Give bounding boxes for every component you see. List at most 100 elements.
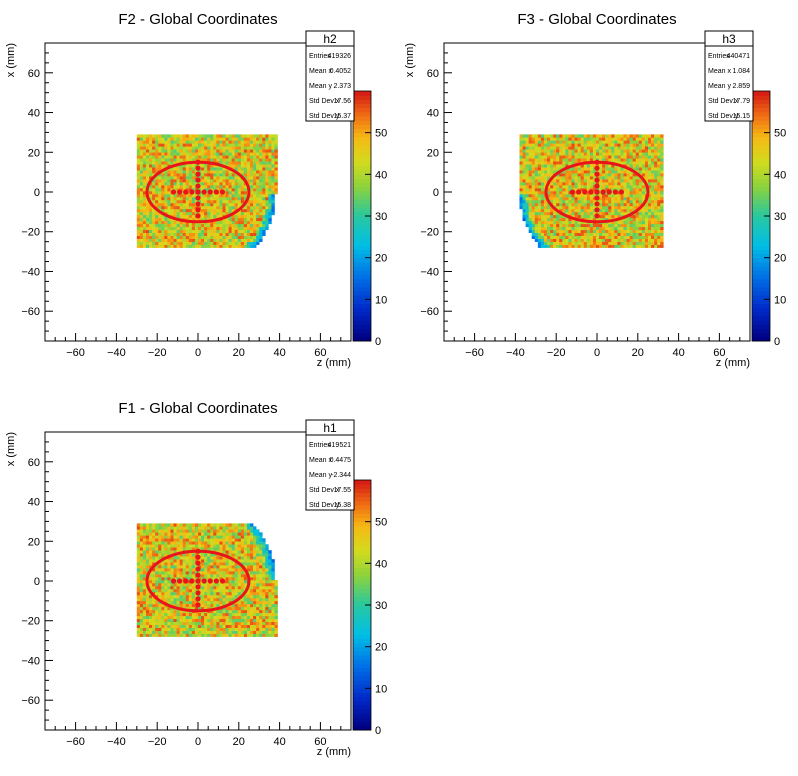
colorbar-cell <box>353 224 371 229</box>
colorbar-cell <box>353 692 371 698</box>
chart-title: F2 - Global Coordinates <box>118 11 277 28</box>
colorbar-cell <box>353 696 371 702</box>
colorbar-cell <box>752 191 770 196</box>
colorbar-cell <box>752 278 770 284</box>
colorbar-cell <box>752 295 770 300</box>
cross-dot <box>612 189 618 195</box>
y-axis-label: x (mm) <box>404 43 416 77</box>
stats-name: h3 <box>722 32 736 46</box>
colorbar-cell <box>752 145 770 150</box>
cross-dot <box>195 195 201 201</box>
stats-value: 15.38 <box>333 502 351 509</box>
colorbar-cell <box>353 316 371 321</box>
stats-value: 2.373 <box>333 83 351 90</box>
cross-dot <box>177 189 183 195</box>
y-tick-label: 60 <box>28 457 40 469</box>
colorbar-cell <box>353 525 371 531</box>
stats-value: 15.37 <box>333 113 351 120</box>
colorbar-cell <box>353 195 371 200</box>
cross-dot <box>594 213 600 219</box>
y-tick-label: 40 <box>28 108 40 120</box>
stats-label: Entries <box>309 53 331 60</box>
colorbar-cell <box>353 484 371 489</box>
colorbar-cell <box>353 542 371 548</box>
colorbar-tick-label: 10 <box>375 683 387 695</box>
stats-label: Mean x <box>309 68 332 75</box>
cross-dot <box>195 189 201 195</box>
colorbar-cell <box>353 646 371 652</box>
cross-dot <box>195 584 201 590</box>
colorbar-cell <box>353 530 371 535</box>
colorbar-cell <box>752 99 770 104</box>
cross-dot <box>207 189 213 195</box>
x-tick-label: −60 <box>465 347 484 359</box>
cross-dot <box>195 578 201 584</box>
colorbar-cell <box>752 174 770 179</box>
histogram-panel-h3: F3 - Global Coordinates−60 −40 −20 0 20 40 60z… <box>404 11 786 369</box>
colorbar: 0 10 20 30 40 50 <box>751 90 786 348</box>
histogram-panel-h2: F2 - Global Coordinates−60 −40 −20 0 20 40 60z… <box>5 11 387 369</box>
y-tick-label: 20 <box>28 536 40 548</box>
colorbar-cell <box>752 157 770 163</box>
stats-value: 17.79 <box>732 98 750 105</box>
stats-value: 440471 <box>727 53 750 60</box>
colorbar-cell <box>752 149 770 154</box>
cross-dot <box>594 177 600 183</box>
colorbar-cell <box>752 182 770 188</box>
colorbar-tick-label: 20 <box>375 253 387 265</box>
x-tick-label: 0 <box>594 347 600 359</box>
x-tick-label: 0 <box>195 347 201 359</box>
colorbar-cell <box>353 555 371 560</box>
colorbar-cell <box>752 245 770 250</box>
colorbar-cell <box>353 236 371 242</box>
x-axis: −60 −40 −20 0 20 40 60z (mm) <box>54 722 351 758</box>
cross-dot <box>594 189 600 195</box>
colorbar-cell <box>353 500 371 506</box>
y-tick-label: −40 <box>420 266 439 278</box>
cross-dot <box>594 159 600 165</box>
stats-label: Entries <box>708 53 730 60</box>
fiducial-cross <box>170 548 226 608</box>
cross-dot <box>195 201 201 207</box>
colorbar-cell <box>353 617 371 623</box>
colorbar-cell <box>353 496 371 502</box>
x-tick-label: 60 <box>713 347 725 359</box>
colorbar-cell <box>353 563 371 568</box>
x-tick-label: 20 <box>233 736 245 748</box>
colorbar-cell <box>353 207 371 213</box>
y-tick-label: 20 <box>427 147 439 159</box>
colorbar-cell <box>752 111 770 117</box>
stats-value: 0.4052 <box>330 68 352 75</box>
colorbar-cell <box>353 717 371 723</box>
colorbar-cell <box>752 136 770 142</box>
colorbar-cell <box>752 320 770 325</box>
colorbar-cell <box>752 282 770 288</box>
cross-dot <box>195 566 201 572</box>
y-tick-label: −60 <box>420 306 439 318</box>
colorbar-cell <box>353 521 371 527</box>
cross-dot <box>195 207 201 213</box>
colorbar: 0 10 20 30 40 50 <box>352 90 387 348</box>
y-tick-label: 0 <box>34 576 40 588</box>
x-tick-label: 40 <box>672 347 684 359</box>
colorbar-cell <box>752 141 770 146</box>
colorbar-cell <box>353 488 371 493</box>
x-tick-label: −60 <box>66 347 85 359</box>
stats-label: Mean y <box>309 472 332 479</box>
colorbar-cell <box>353 253 371 259</box>
colorbar-cell <box>752 211 770 217</box>
colorbar-cell <box>353 270 371 275</box>
colorbar-cell <box>353 199 371 204</box>
stats-label: Mean x <box>309 457 332 464</box>
y-tick-label: −40 <box>21 266 40 278</box>
colorbar-cell <box>752 186 770 192</box>
cross-dot <box>195 560 201 566</box>
colorbar-cell <box>353 613 371 618</box>
colorbar-cell <box>752 153 770 159</box>
colorbar-cell <box>353 120 371 125</box>
stats-value: 419326 <box>328 53 351 60</box>
colorbar-cell <box>353 588 371 593</box>
colorbar-cell <box>752 241 770 246</box>
stats-label: Std Dev x <box>309 487 340 494</box>
